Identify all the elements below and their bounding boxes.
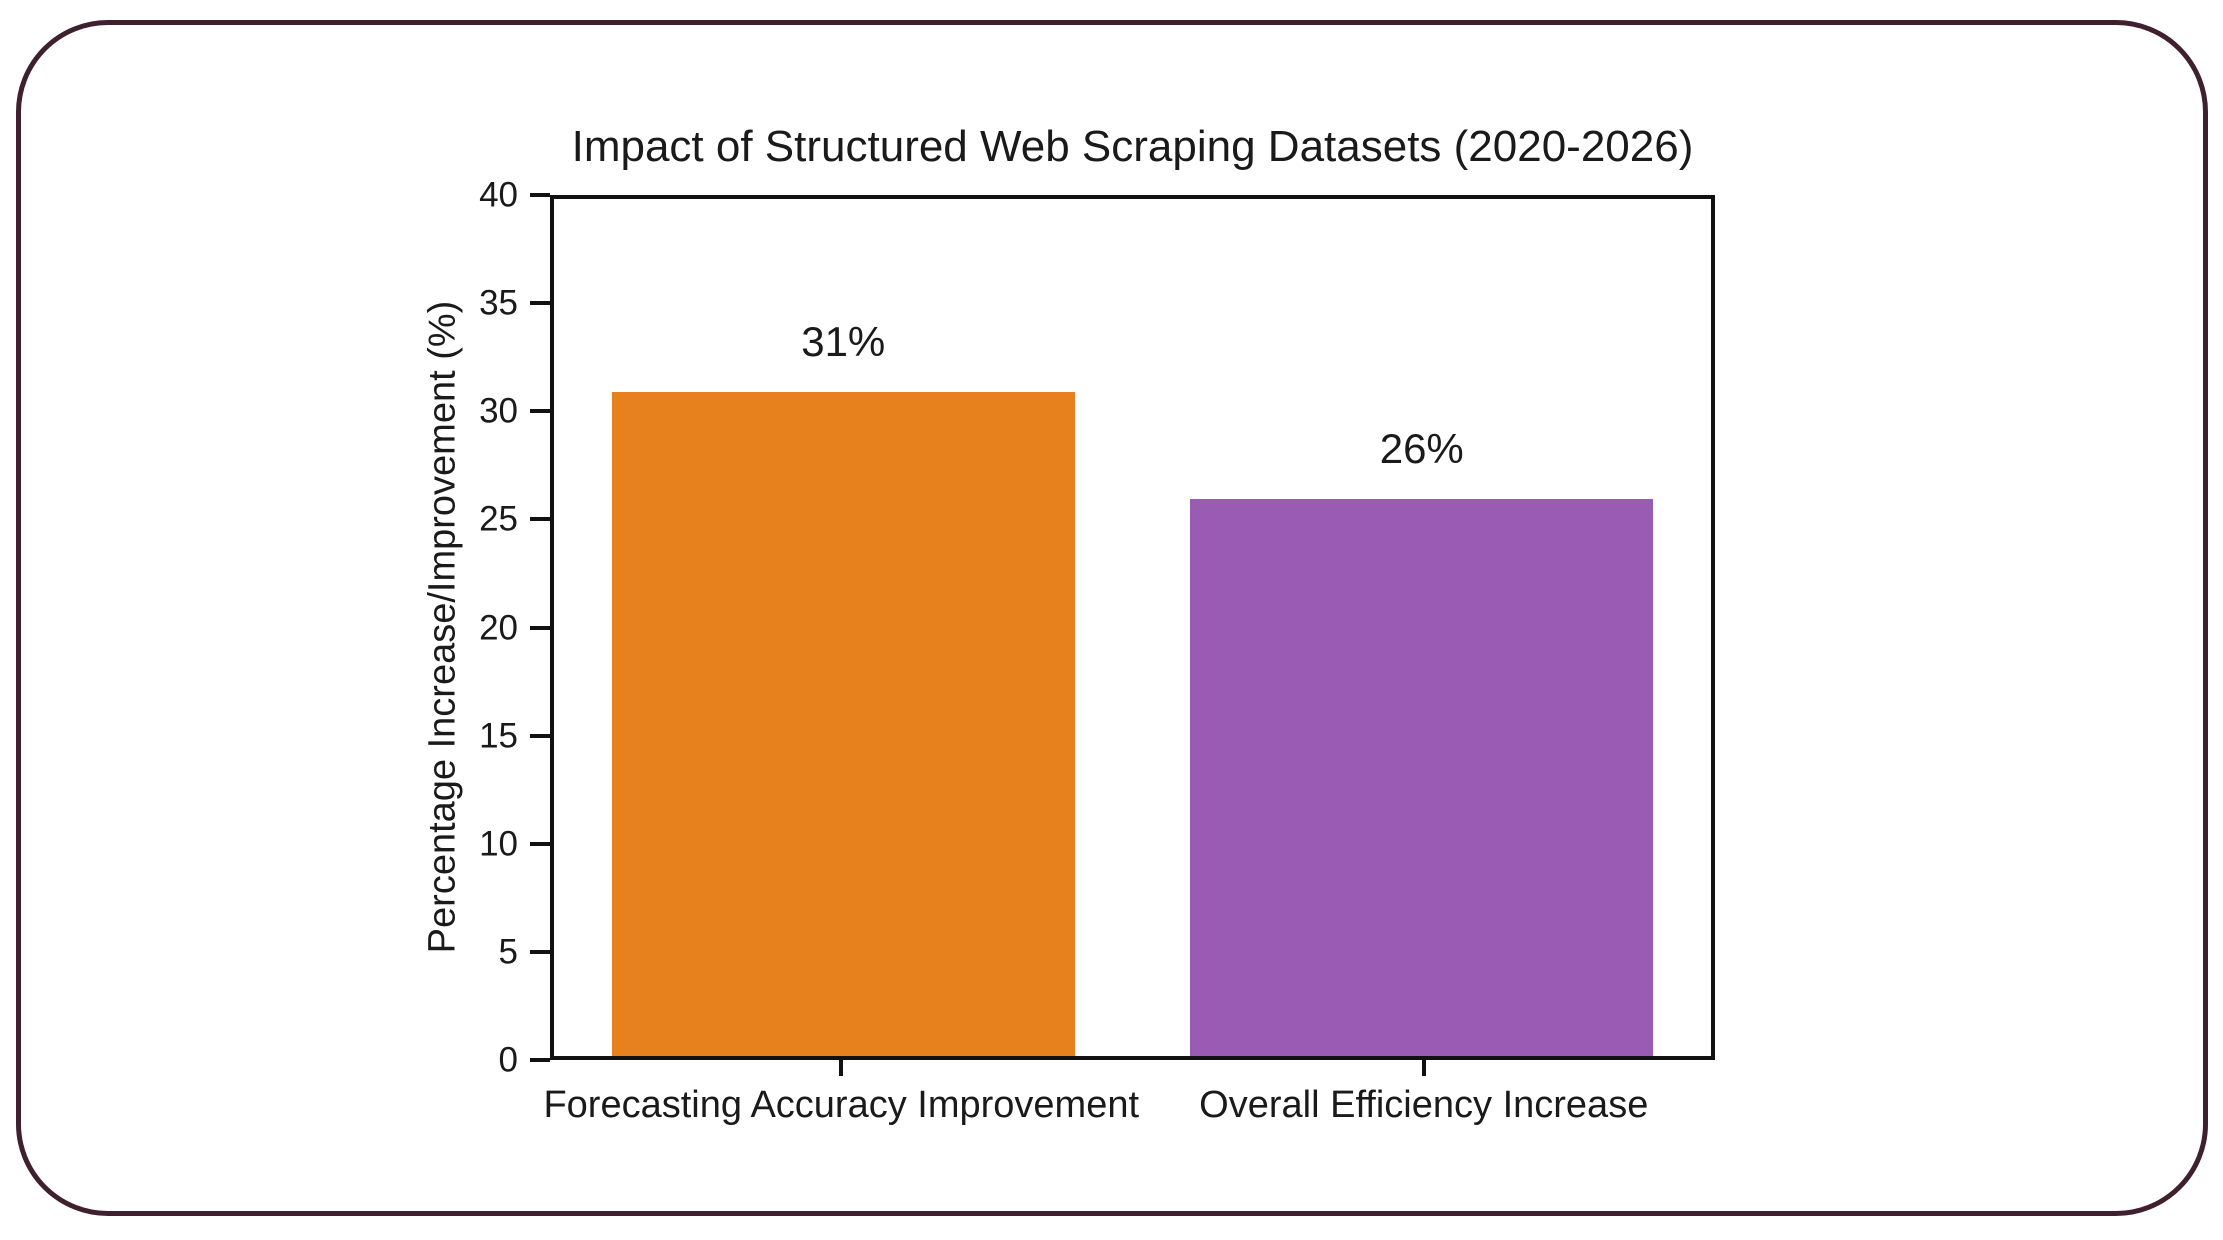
bar-2: [1190, 498, 1654, 1056]
y-tick-label: 15: [479, 716, 518, 756]
y-tick-mark: [530, 625, 550, 630]
y-tick-mark: [530, 193, 550, 197]
y-tick-label: 40: [479, 175, 518, 215]
y-tick-label: 20: [479, 608, 518, 647]
x-tick-mark: [1421, 1060, 1426, 1076]
x-category-label: Overall Efficiency Increase: [1199, 1084, 1649, 1126]
y-tick-label: 5: [498, 932, 518, 972]
y-tick-label: 25: [479, 499, 518, 539]
y-tick-label: 35: [479, 283, 518, 323]
y-tick-mark: [530, 841, 550, 846]
y-tick-label: 0: [498, 1040, 518, 1080]
y-tick-mark: [530, 517, 550, 522]
y-tick-label: 10: [479, 824, 518, 864]
chart-title: Impact of Structured Web Scraping Datase…: [571, 122, 1694, 171]
y-tick-mark: [530, 949, 550, 954]
y-tick-mark: [530, 301, 550, 306]
y-tick-mark: [530, 1058, 550, 1062]
y-tick-mark: [530, 733, 550, 738]
y-tick-mark: [530, 409, 550, 414]
x-axis: Forecasting Accuracy Improvement Overall …: [543, 1060, 1715, 1180]
y-tick-label: 30: [479, 391, 518, 431]
bar-1: [611, 391, 1075, 1056]
bar-value-label-2: 26%: [1379, 424, 1464, 472]
bar-value-label-1: 31%: [801, 317, 886, 365]
y-axis: 0 5 10 15 20 25 30 35 40: [0, 178, 550, 1078]
x-category-label: Forecasting Accuracy Improvement: [543, 1084, 1140, 1126]
plot-area: 31% 26%: [550, 195, 1715, 1060]
x-tick-mark: [839, 1060, 844, 1076]
